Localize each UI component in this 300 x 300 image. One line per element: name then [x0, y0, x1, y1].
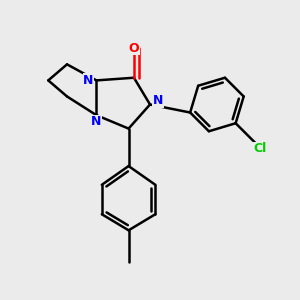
Text: O: O [129, 42, 139, 55]
Text: N: N [83, 74, 94, 87]
Text: Cl: Cl [253, 142, 266, 155]
Text: N: N [91, 116, 102, 128]
Text: N: N [153, 94, 163, 107]
